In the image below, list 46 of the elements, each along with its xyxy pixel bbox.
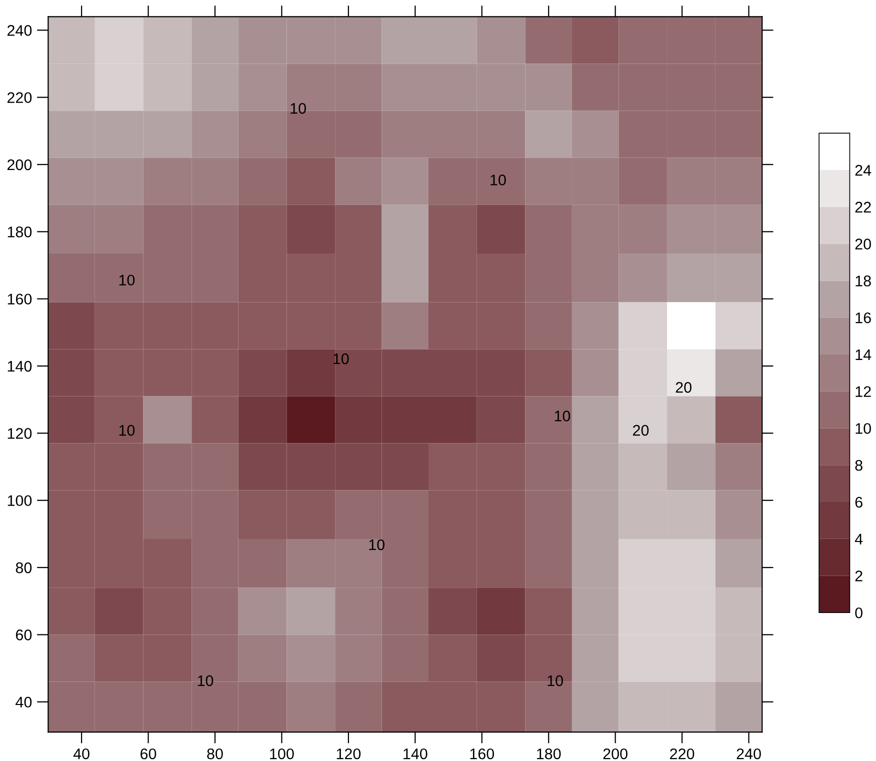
annotation: 10	[548, 675, 563, 686]
color-bar-label: 6	[855, 496, 862, 508]
x-tick-label: 140	[404, 748, 428, 760]
annotation: 10	[119, 424, 135, 436]
y-tick-label: 140	[8, 360, 32, 372]
y-tick-label: 120	[8, 428, 32, 439]
x-tick-label: 40	[73, 748, 90, 760]
x-tick-label: 220	[670, 748, 694, 760]
x-tick-label: 100	[270, 748, 294, 760]
y-tick-label: 80	[16, 562, 32, 574]
annotation: 20	[676, 382, 692, 393]
color-bar-label: 24	[855, 164, 872, 176]
x-tick-label: 120	[336, 748, 361, 760]
color-bar-label: 18	[856, 276, 871, 286]
x-tick-label: 60	[140, 748, 156, 760]
annotation: 10	[198, 675, 214, 686]
y-tick-label: 100	[8, 495, 32, 506]
color-bar-label: 12	[856, 386, 871, 397]
color-bar-label: 14	[856, 349, 872, 360]
annotation: 10	[490, 174, 506, 186]
x-tick-label: 200	[603, 748, 628, 760]
annotation: 10	[119, 274, 135, 286]
color-bar-label: 22	[855, 202, 871, 212]
x-tick-label: 240	[736, 748, 761, 760]
x-tick-label: 180	[537, 748, 561, 760]
color-bar-label: 2	[855, 570, 862, 582]
color-bar-label: 10	[856, 423, 871, 434]
annotation: 10	[369, 539, 384, 550]
y-tick-label: 160	[8, 294, 32, 305]
color-bar-label: 4	[854, 534, 863, 544]
y-tick-label: 40	[16, 696, 32, 708]
x-tick-label: 80	[207, 748, 223, 760]
annotation: 20	[633, 424, 649, 436]
y-tick-label: 180	[8, 226, 32, 238]
color-bar-label: 8	[855, 460, 862, 471]
annotation: 10	[290, 103, 306, 114]
y-tick-label: 60	[16, 630, 32, 640]
color-bar-label: 16	[856, 312, 871, 324]
y-tick-label: 220	[7, 92, 32, 104]
annotation: 10	[554, 410, 570, 422]
y-tick-label: 240	[7, 25, 32, 36]
color-bar-label: 0	[855, 607, 862, 618]
annotation: 10	[334, 353, 349, 364]
color-bar-label: 20	[855, 238, 871, 250]
y-tick-label: 200	[7, 159, 32, 170]
x-tick-label: 160	[470, 748, 494, 760]
